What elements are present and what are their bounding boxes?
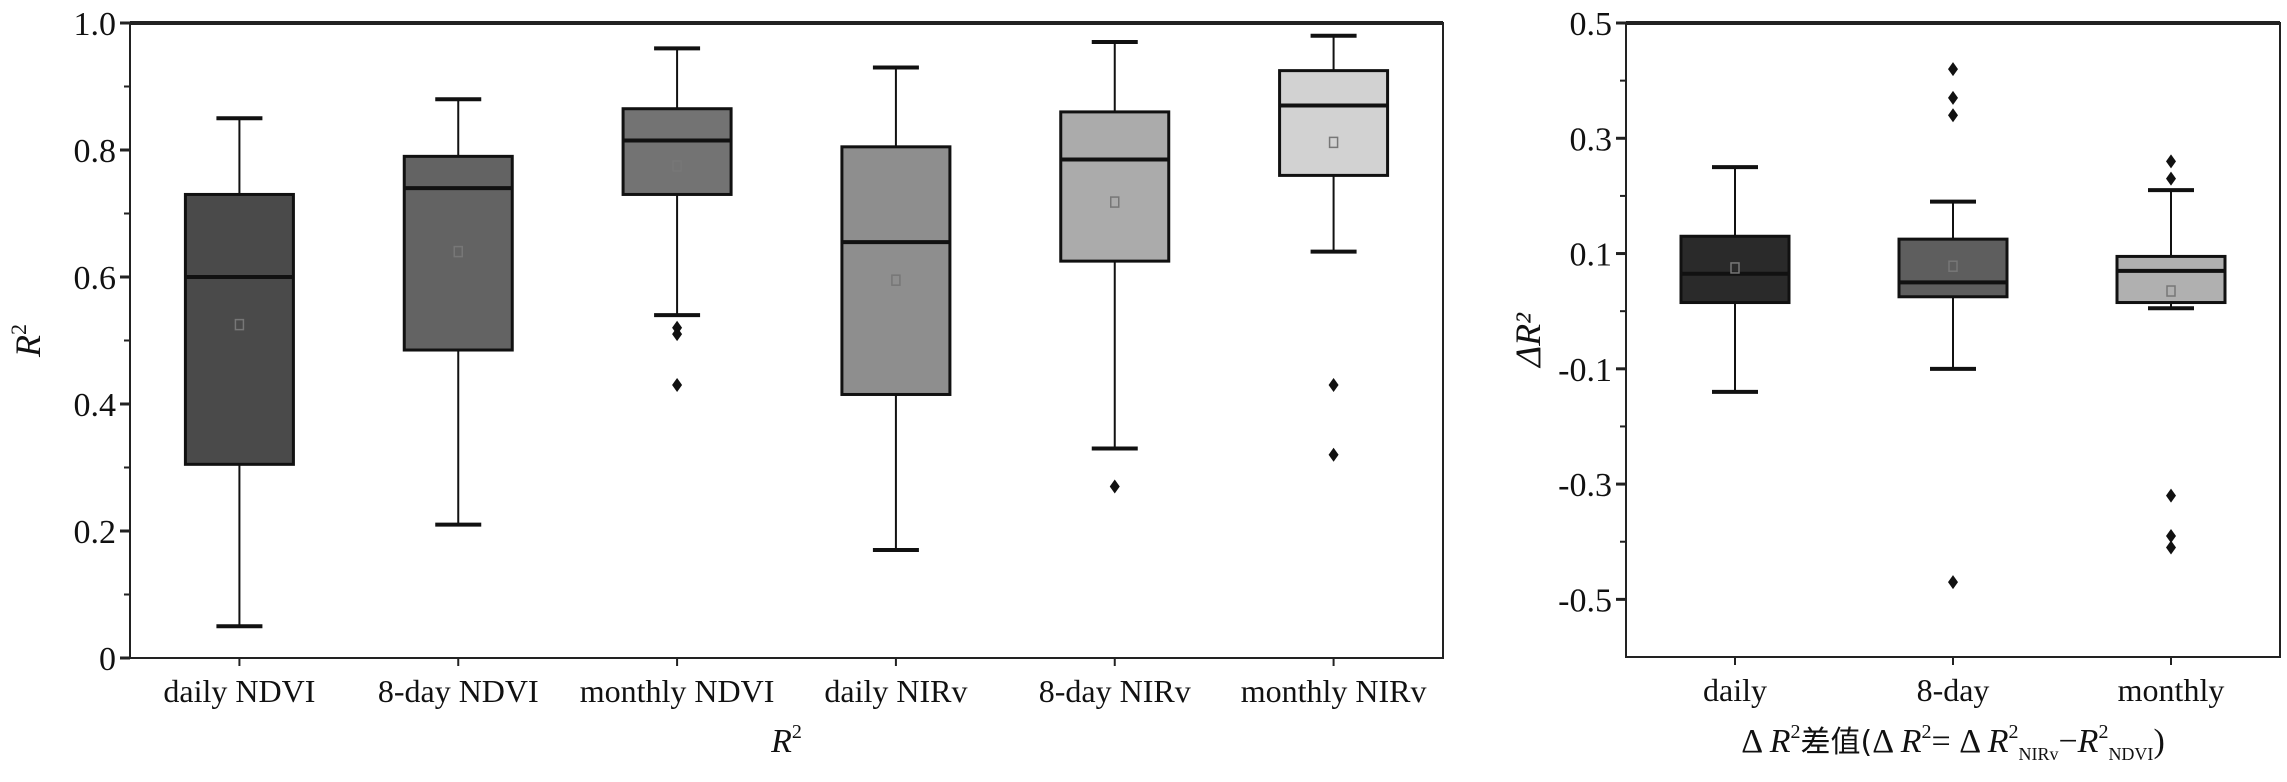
mean-marker bbox=[1328, 136, 1339, 149]
box-monthly-nirv bbox=[1278, 33, 1390, 462]
mean-marker bbox=[1110, 196, 1120, 208]
y-tick-label: 0.8 bbox=[74, 133, 117, 170]
delta-symbol: Δ bbox=[1872, 723, 1901, 760]
y-tick-label: -0.5 bbox=[1558, 582, 1612, 619]
r-symbol: R bbox=[1987, 723, 2009, 760]
y-tick-label: 0.1 bbox=[1570, 237, 1613, 274]
x-tick-label: daily NDVI bbox=[163, 673, 315, 709]
x-tick-label: monthly NDVI bbox=[580, 673, 775, 709]
y-tick-label: -0.1 bbox=[1558, 352, 1612, 389]
y-tick-label: 0 bbox=[99, 641, 116, 678]
outlier-point bbox=[2166, 171, 2176, 186]
y-tick-label: 0.4 bbox=[74, 387, 117, 424]
outlier-point bbox=[1328, 447, 1339, 462]
mean-marker bbox=[1730, 262, 1740, 274]
iqr-box bbox=[1897, 237, 2009, 299]
x-tick-label: daily bbox=[1703, 672, 1767, 708]
outlier-point bbox=[2166, 154, 2176, 169]
r-symbol: R bbox=[1769, 723, 1791, 760]
r-symbol: R bbox=[1900, 723, 1922, 760]
x-tick-label: daily NIRv bbox=[824, 673, 967, 709]
y-tick-label: 1.0 bbox=[74, 6, 117, 43]
outlier-point bbox=[1948, 90, 1958, 105]
superscript-2: 2 bbox=[1922, 721, 1932, 743]
outlier-point bbox=[2166, 540, 2176, 555]
y-axis-title: R2 bbox=[6, 324, 48, 358]
superscript-2: 2 bbox=[6, 324, 31, 335]
outlier-point bbox=[672, 377, 683, 392]
box-8-day bbox=[1897, 62, 2009, 590]
superscript-2: 2 bbox=[1791, 721, 1801, 743]
r-symbol: R bbox=[2077, 723, 2099, 760]
mean-marker bbox=[672, 160, 682, 172]
superscript-2: 2 bbox=[792, 721, 802, 743]
outlier-point bbox=[1328, 377, 1339, 392]
iqr-box bbox=[402, 154, 514, 352]
x-tick-label: 8-day bbox=[1917, 672, 1990, 708]
iqr-box bbox=[1059, 110, 1171, 263]
outlier-point bbox=[2166, 528, 2176, 543]
iqr-box bbox=[1278, 69, 1390, 177]
box-monthly bbox=[2115, 154, 2227, 555]
plot-frame bbox=[129, 22, 1444, 659]
box-monthly-ndvi bbox=[621, 46, 733, 392]
x-tick-label: monthly NIRv bbox=[1241, 673, 1427, 709]
x-axis-title: Δ R2差值(Δ R2= Δ R2NIRv−R2NDVI) bbox=[1741, 721, 2165, 764]
chinese-label: 差值( bbox=[1801, 725, 1873, 760]
close-paren: ) bbox=[2153, 723, 2164, 760]
iqr-box bbox=[1679, 234, 1791, 305]
subscript-nirv: NIRv bbox=[2018, 744, 2058, 764]
r-symbol: R bbox=[8, 335, 48, 358]
y-tick-label: 0.5 bbox=[1570, 6, 1613, 43]
box-daily-ndvi bbox=[183, 116, 295, 629]
outlier-point bbox=[2166, 488, 2176, 503]
y-tick-label: -0.3 bbox=[1558, 467, 1612, 504]
equals-delta: = Δ bbox=[1932, 723, 1988, 760]
mean-marker bbox=[891, 274, 901, 286]
outlier-point bbox=[672, 327, 683, 342]
y-tick-label: 0.2 bbox=[74, 514, 117, 551]
mean-marker bbox=[2166, 285, 2176, 297]
mean-marker bbox=[234, 318, 245, 331]
y-tick-label: 0.3 bbox=[1570, 121, 1613, 158]
r-symbol: R bbox=[770, 723, 792, 760]
minus-sign: − bbox=[2058, 723, 2077, 760]
iqr-box bbox=[2115, 254, 2227, 305]
y-axis-title: ΔR² bbox=[1508, 312, 1548, 369]
mean-marker bbox=[1948, 260, 1958, 272]
x-tick-label: 8-day NDVI bbox=[378, 673, 539, 709]
delta-symbol: Δ bbox=[1741, 723, 1770, 760]
outlier-point bbox=[1948, 575, 1958, 590]
x-tick-label: monthly bbox=[2118, 672, 2225, 708]
mean-marker bbox=[453, 245, 463, 258]
iqr-box bbox=[840, 145, 952, 396]
subscript-ndvi: NDVI bbox=[2108, 744, 2153, 764]
outlier-point bbox=[1109, 479, 1120, 494]
outlier-point bbox=[1948, 62, 1958, 77]
outlier-point bbox=[1948, 108, 1958, 123]
box-8-day-ndvi bbox=[402, 97, 514, 527]
box-daily-nirv bbox=[840, 65, 952, 553]
y-tick-label: 0.6 bbox=[74, 260, 117, 297]
box-daily bbox=[1679, 165, 1791, 394]
iqr-box bbox=[621, 107, 733, 196]
superscript-2: 2 bbox=[2008, 721, 2018, 743]
superscript-2: 2 bbox=[2098, 721, 2108, 743]
box-8-day-nirv bbox=[1059, 40, 1171, 494]
x-axis-title: R2 bbox=[770, 721, 802, 760]
delta-r2-panel: 0.5 0.3 0.1 -0.1 -0.3 -0.5 ΔR² daily 8-day monthl… bbox=[1508, 6, 2281, 764]
x-tick-label: 8-day NIRv bbox=[1039, 673, 1191, 709]
